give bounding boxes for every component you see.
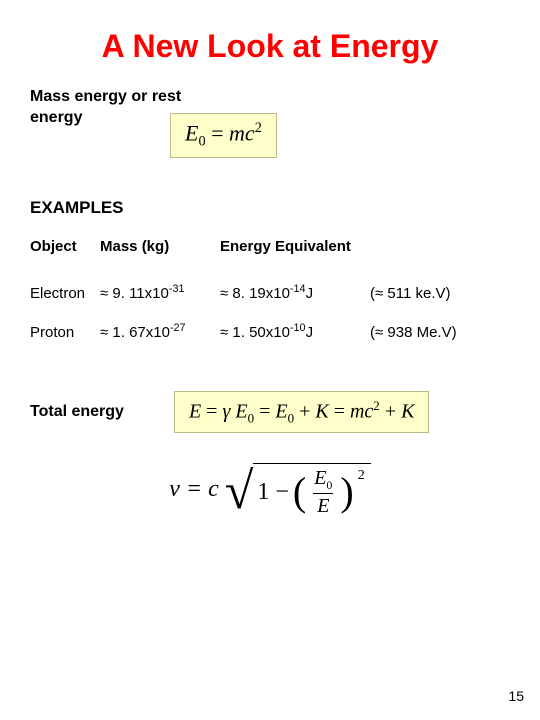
col-header-object: Object [30,238,100,273]
table-header-row: Object Mass (kg) Energy Equivalent [30,238,510,273]
eq3-one-minus: 1 − [257,479,289,506]
col-header-energy: Energy Equivalent [220,238,510,273]
page-number: 15 [508,688,524,704]
cell-object: Electron [30,273,100,312]
cell-energy: ≈ 1. 50x10-10J [220,312,370,351]
table-body: Electron≈ 9. 11x10-31≈ 8. 19x10-14J(≈ 51… [30,273,510,351]
equation-velocity: v = c √ 1 − ( E0 E ) 2 [169,463,370,518]
cell-mass: ≈ 9. 11x10-31 [100,273,220,312]
cell-ev: (≈ 938 Me.V) [370,312,510,351]
eq3-exp: 2 [358,468,365,484]
eq3-fraction: E0 E [310,468,336,516]
examples-heading: EXAMPLES [30,198,510,218]
eq3-frac-num: E0 [310,468,336,493]
rest-energy-row: Mass energy or rest energy E0 = mc2 [30,87,510,158]
equation-rest-energy: E0 = mc2 [170,113,277,158]
table-row: Proton≈ 1. 67x10-27≈ 1. 50x10-10J(≈ 938 … [30,312,510,351]
cell-energy: ≈ 8. 19x10-14J [220,273,370,312]
equation-velocity-wrap: v = c √ 1 − ( E0 E ) 2 [30,463,510,518]
equation-total-energy: E = γ E0 = E0 + K = mc2 + K [174,391,429,434]
cell-ev: (≈ 511 ke.V) [370,273,510,312]
total-energy-label: Total energy [30,403,124,421]
page-title: A New Look at Energy [30,28,510,65]
col-header-mass: Mass (kg) [100,238,220,273]
eq3-frac-den: E [313,493,333,516]
rparen-icon: ) [340,474,353,510]
total-energy-row: Total energy E = γ E0 = E0 + K = mc2 + K [30,391,510,434]
cell-mass: ≈ 1. 67x10-27 [100,312,220,351]
lparen-icon: ( [293,474,306,510]
cell-object: Proton [30,312,100,351]
eq3-lhs: v = c [169,476,219,502]
sqrt-icon: √ 1 − ( E0 E ) 2 [225,463,371,518]
examples-table: Object Mass (kg) Energy Equivalent Elect… [30,238,510,351]
table-row: Electron≈ 9. 11x10-31≈ 8. 19x10-14J(≈ 51… [30,273,510,312]
